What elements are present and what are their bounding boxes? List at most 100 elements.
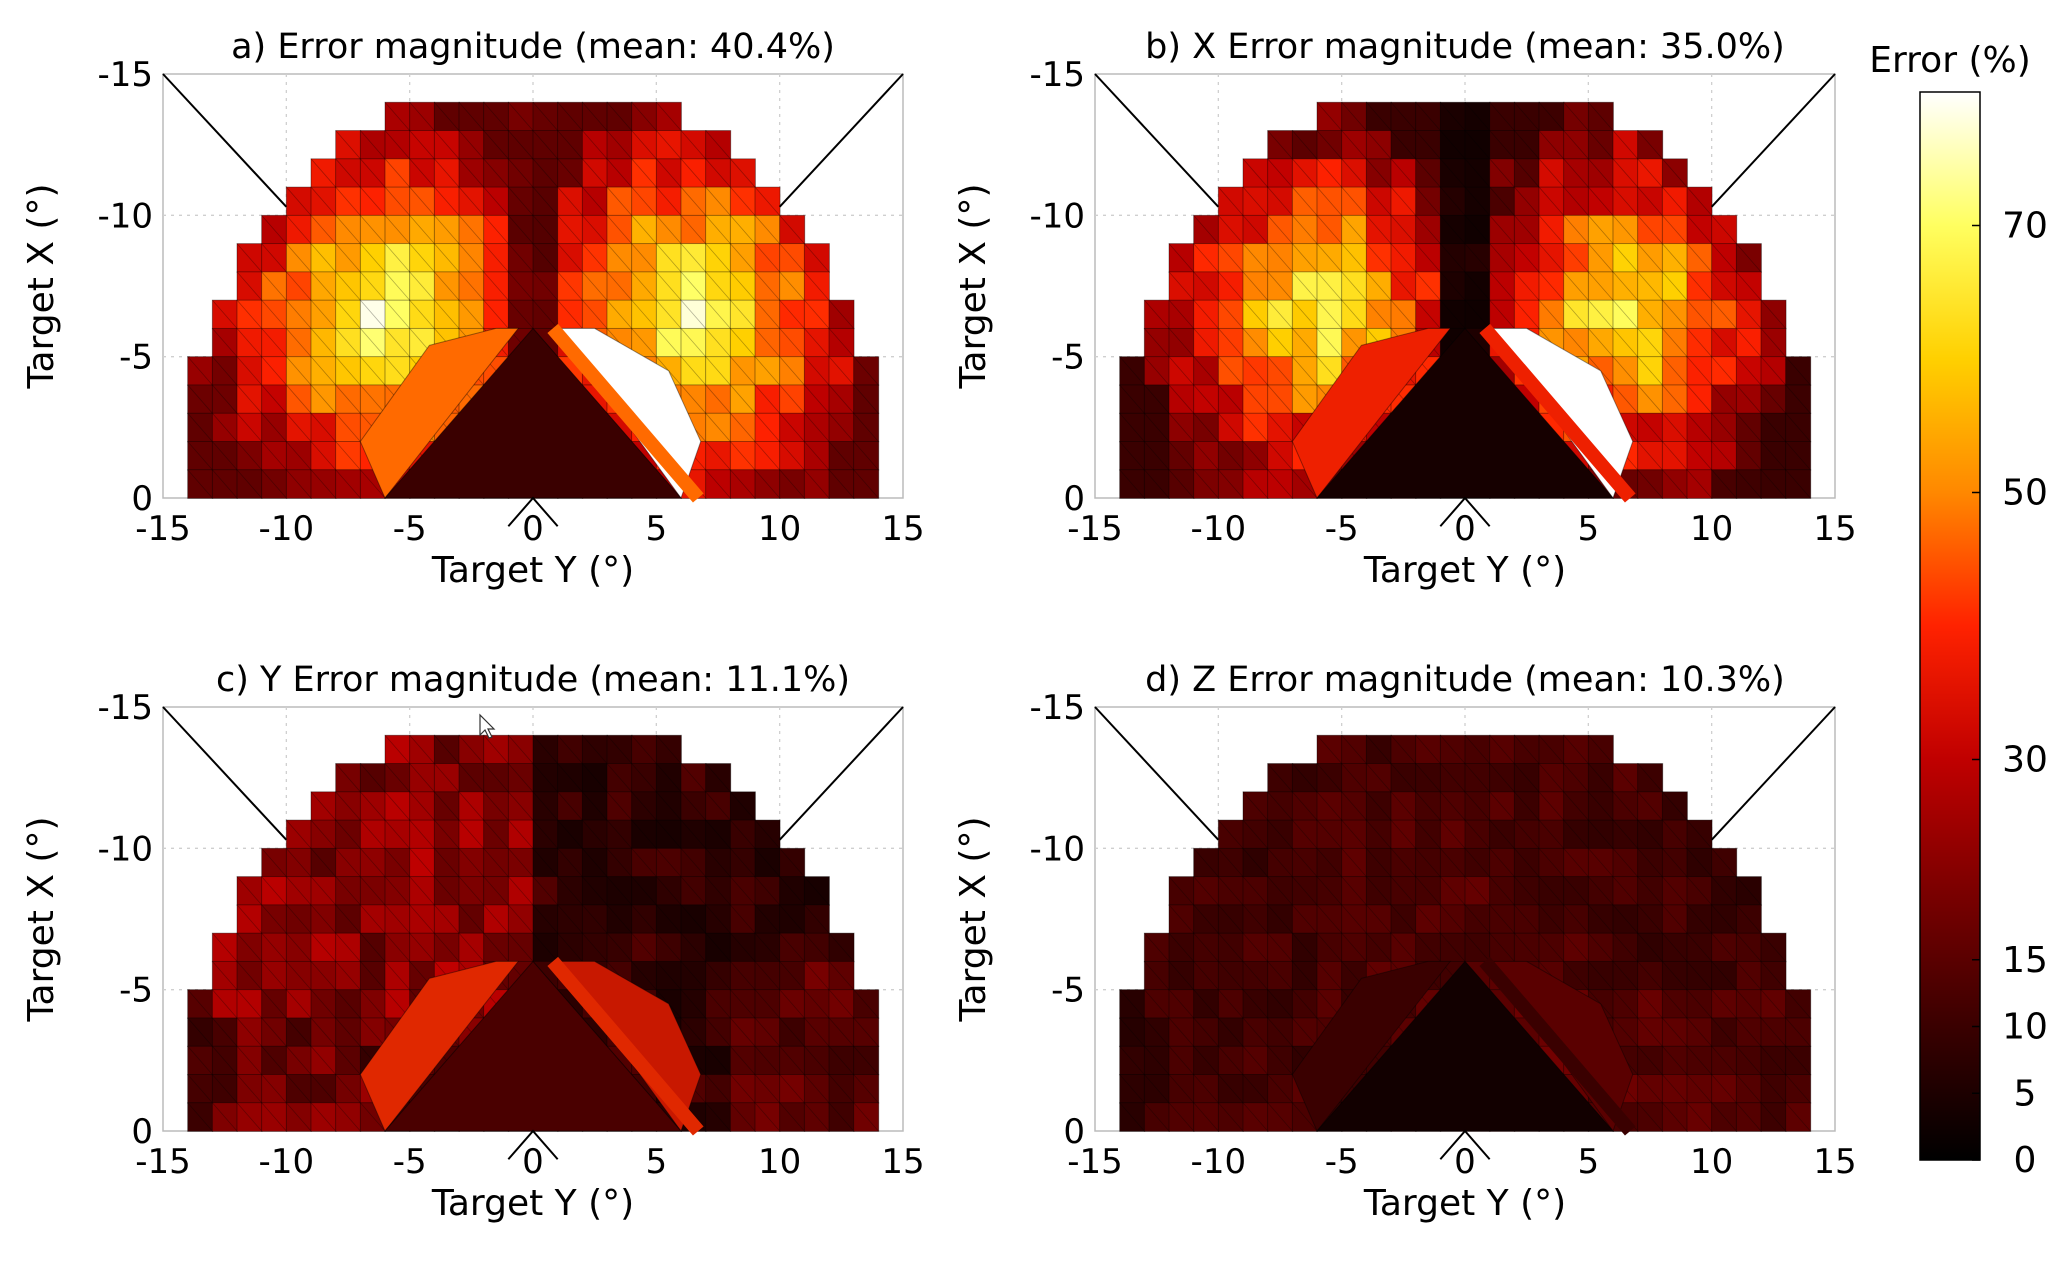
- mesh-line: [631, 961, 657, 990]
- mesh-line: [483, 735, 509, 764]
- mesh-line: [1316, 763, 1342, 793]
- heatmap-cell: [1168, 412, 1195, 443]
- mesh-line: [1415, 791, 1441, 821]
- mesh-line: [1341, 791, 1367, 821]
- mesh-line: [458, 215, 484, 244]
- mesh-line: [1711, 1045, 1737, 1075]
- heatmap-cell: [1785, 412, 1812, 443]
- mesh-line: [1193, 271, 1219, 301]
- mesh-line: [1489, 932, 1515, 962]
- mesh-line: [582, 130, 608, 160]
- y-tick-label: -5: [1051, 338, 1085, 378]
- mesh-line: [212, 932, 238, 962]
- mesh-line: [1686, 384, 1712, 414]
- heatmap-cell: [1415, 763, 1442, 793]
- mesh-line: [384, 763, 410, 793]
- mesh-line: [1341, 932, 1367, 962]
- mesh-line: [434, 848, 460, 877]
- mesh-line: [754, 1102, 780, 1132]
- heatmap-cell: [1538, 271, 1565, 301]
- colorbar-tick-label: 15: [2002, 940, 2048, 981]
- mesh-line: [1316, 735, 1342, 764]
- mesh-line: [557, 186, 583, 216]
- mesh-line: [458, 735, 484, 764]
- mesh-line: [1193, 356, 1219, 386]
- mesh-line: [236, 932, 262, 962]
- mesh-line: [1292, 1017, 1318, 1047]
- mesh-line: [1662, 271, 1688, 301]
- mesh-line: [1736, 441, 1762, 470]
- heatmap-cell: [1686, 412, 1713, 443]
- mesh-line: [730, 1102, 756, 1132]
- mesh-line: [1588, 356, 1614, 386]
- mesh-line: [853, 412, 879, 442]
- y-tick-label: -10: [1029, 196, 1085, 236]
- mesh-line: [631, 299, 657, 329]
- mesh-line: [1242, 1017, 1268, 1047]
- heatmap-cell: [1365, 243, 1392, 273]
- heatmap-cell: [236, 469, 263, 499]
- colorbar-tick-label: 10: [2002, 1007, 2048, 1048]
- mesh-line: [1588, 961, 1614, 990]
- mesh-line: [1292, 961, 1318, 990]
- mesh-line: [261, 215, 287, 244]
- heatmap-cell: [1267, 989, 1294, 1019]
- heatmap-cell: [1735, 469, 1762, 499]
- heatmap-cell: [828, 327, 855, 358]
- mesh-line: [754, 441, 780, 470]
- mesh-line: [1168, 989, 1194, 1019]
- heatmap-cell: [1637, 763, 1664, 793]
- heatmap-cell: [1267, 791, 1294, 821]
- mesh-line: [582, 102, 608, 131]
- heatmap-cell: [1217, 960, 1244, 991]
- mesh-line: [1366, 243, 1392, 273]
- mesh-line: [1612, 848, 1638, 877]
- heatmap-cell: [433, 101, 460, 132]
- mesh-line: [434, 271, 460, 301]
- mesh-line: [656, 271, 682, 301]
- mesh-line: [680, 904, 706, 934]
- mesh-line: [1144, 328, 1170, 357]
- mesh-line: [606, 243, 632, 273]
- heatmap-cell: [1711, 327, 1738, 358]
- mesh-line: [286, 819, 312, 849]
- mesh-line: [384, 215, 410, 244]
- heatmap-cell: [1193, 271, 1220, 301]
- heatmap-cell: [1637, 1102, 1664, 1132]
- heatmap-cell: [680, 186, 707, 217]
- mesh-line: [754, 356, 780, 386]
- mesh-line: [1711, 989, 1737, 1019]
- mesh-line: [1242, 819, 1268, 849]
- mesh-line: [1588, 328, 1614, 357]
- mesh-line: [286, 441, 312, 470]
- mesh-line: [335, 989, 361, 1019]
- heatmap-cell: [261, 1074, 288, 1104]
- mesh-line: [656, 819, 682, 849]
- heatmap-cell: [335, 1102, 362, 1132]
- mesh-line: [1316, 130, 1342, 160]
- mesh-line: [212, 961, 238, 990]
- heatmap-cell: [1489, 791, 1516, 821]
- mesh-line: [1785, 469, 1811, 499]
- mesh-line: [828, 961, 854, 990]
- mesh-line: [1390, 763, 1416, 793]
- mesh-line: [606, 186, 632, 216]
- mesh-line: [483, 819, 509, 849]
- heatmap-cell: [1735, 876, 1762, 906]
- mesh-line: [1489, 130, 1515, 160]
- mesh-line: [631, 271, 657, 301]
- mesh-line: [409, 763, 435, 793]
- mesh-line: [1686, 904, 1712, 934]
- mesh-line: [434, 876, 460, 906]
- heatmap-cell: [828, 1017, 855, 1048]
- mesh-line: [631, 186, 657, 216]
- right-edge-band: [547, 956, 704, 1136]
- mesh-line: [1218, 819, 1244, 849]
- heatmap-cell: [1439, 271, 1466, 301]
- heatmap-cell: [433, 271, 460, 301]
- mesh-line: [310, 299, 336, 329]
- heatmap-cell: [384, 186, 411, 217]
- mesh-line: [532, 819, 558, 849]
- mesh-line: [1637, 791, 1663, 821]
- heatmap-cell: [655, 243, 682, 273]
